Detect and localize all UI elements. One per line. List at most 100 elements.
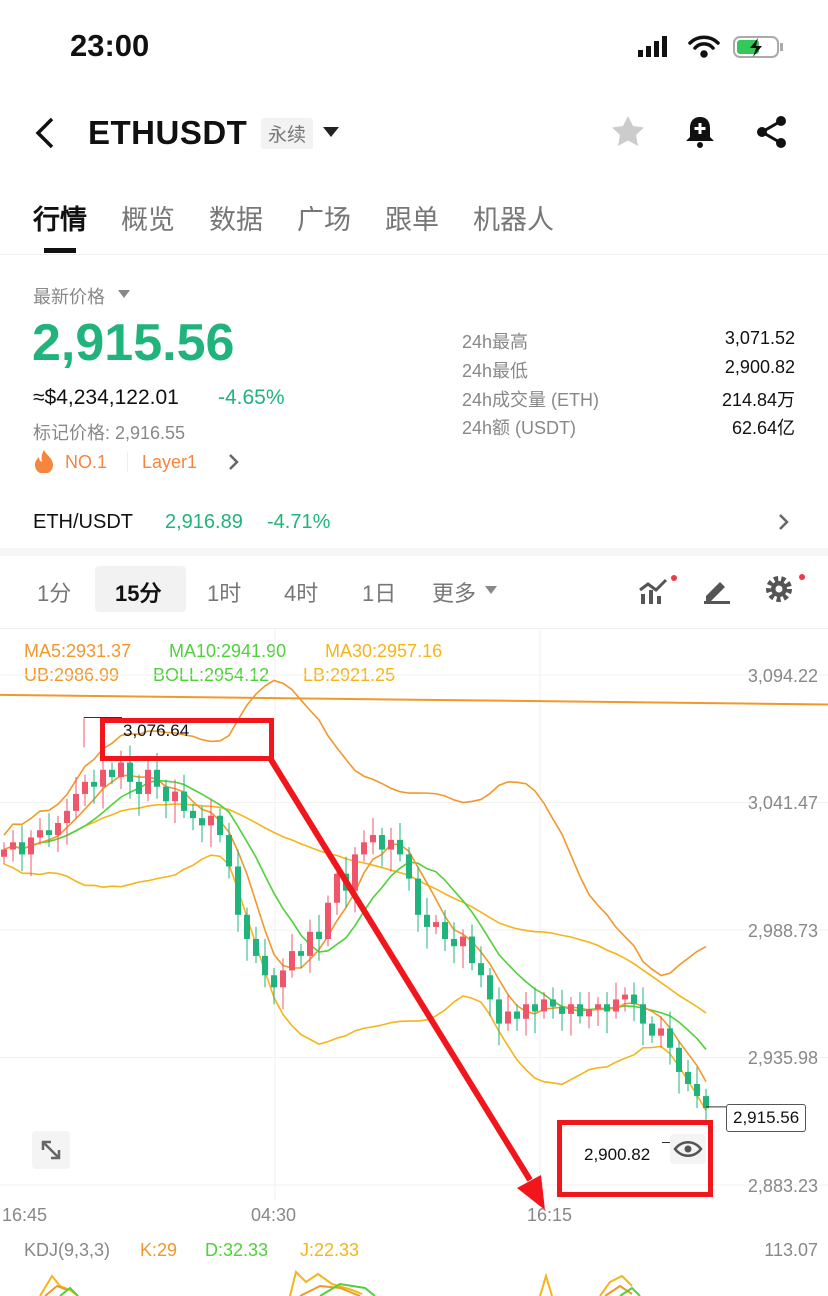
candle-body <box>271 975 277 988</box>
candle-body <box>289 951 295 971</box>
candle-body <box>145 769 151 794</box>
ma10-value: MA10:2941.90 <box>169 641 287 661</box>
candle-body <box>703 1096 709 1109</box>
candle-body <box>379 835 385 850</box>
draw-pencil-icon[interactable] <box>702 574 732 604</box>
candle-body <box>496 999 502 1024</box>
stat-label: 24h额 (USDT) <box>462 418 577 438</box>
expand-icon <box>41 1140 61 1160</box>
stat-label: 24h最高 <box>462 332 529 352</box>
candle-body <box>361 842 367 855</box>
candle-body <box>370 835 376 843</box>
candle-body <box>64 810 70 823</box>
divider <box>0 254 828 255</box>
candle-body <box>334 873 340 903</box>
low-marker-label: 2,900.82 <box>584 1145 651 1164</box>
candle-body <box>523 1004 529 1019</box>
candle-body <box>604 1004 610 1012</box>
candle-body <box>694 1084 700 1097</box>
tab-square[interactable]: 广场 <box>297 205 351 235</box>
candle-body <box>640 1004 646 1024</box>
interval-1h[interactable]: 1时 <box>207 581 242 606</box>
candlestick-chart[interactable] <box>0 630 828 1200</box>
candle-body <box>415 878 421 915</box>
rank-badge[interactable]: NO.1 <box>65 452 108 472</box>
tab-data[interactable]: 数据 <box>209 205 263 235</box>
section-gap <box>0 548 828 556</box>
candle-body <box>442 922 448 939</box>
battery-icon <box>733 36 783 58</box>
candle-body <box>73 793 79 811</box>
candle-body <box>181 791 187 811</box>
interval-more[interactable]: 更多 <box>432 581 477 606</box>
settings-gear-icon[interactable] <box>764 572 808 604</box>
candle-body <box>37 830 43 838</box>
candle-body <box>307 931 313 956</box>
y-tick: 2,935.98 <box>747 1048 818 1068</box>
fullscreen-button[interactable] <box>32 1131 70 1169</box>
candle-body <box>433 922 439 927</box>
candle-body <box>217 815 223 836</box>
kdj-j: J:22.33 <box>300 1240 360 1260</box>
candle-body <box>649 1023 655 1036</box>
interval-15m[interactable]: 15分 <box>115 581 162 606</box>
contract-tag: 永续 <box>261 118 314 149</box>
sector-tag[interactable]: Layer1 <box>142 452 198 472</box>
candle-body <box>46 830 52 836</box>
candle-body <box>235 866 241 915</box>
candle-body <box>127 762 133 782</box>
candle-body <box>451 938 457 947</box>
back-icon[interactable] <box>32 116 58 150</box>
candle-body <box>514 1011 520 1019</box>
indicator-icon[interactable] <box>638 574 682 606</box>
candle-body <box>199 818 205 826</box>
candle-body <box>91 781 97 787</box>
kdj-label: KDJ(9,3,3) <box>24 1240 111 1260</box>
tab-bots[interactable]: 机器人 <box>473 205 554 235</box>
spot-change: -4.71% <box>267 511 331 533</box>
candle-body <box>397 839 403 855</box>
chevron-down-icon[interactable] <box>322 126 340 138</box>
candle-body <box>550 999 556 1007</box>
kdj-lines <box>39 1270 641 1296</box>
alert-bell-icon[interactable] <box>684 114 716 150</box>
candle-body <box>190 810 196 819</box>
candle-body <box>613 999 619 1012</box>
annotation-box-high <box>100 718 274 761</box>
symbol-title[interactable]: ETHUSDT <box>88 114 248 151</box>
caret-down-icon[interactable] <box>118 290 130 298</box>
ma5-value: MA5:2931.37 <box>24 641 132 661</box>
interval-4h[interactable]: 4时 <box>284 581 319 606</box>
price-type-label[interactable]: 最新价格 <box>33 287 105 307</box>
candle-body <box>541 999 547 1012</box>
x-tick: 16:15 <box>527 1205 573 1225</box>
candle-body <box>658 1028 664 1036</box>
tab-overview[interactable]: 概览 <box>121 205 175 235</box>
annotation-box-low <box>557 1120 713 1197</box>
tab-copy-trading[interactable]: 跟单 <box>385 205 439 235</box>
y-tick: 3,041.47 <box>747 793 818 813</box>
share-icon[interactable] <box>754 114 790 150</box>
candle-body <box>487 975 493 1000</box>
spot-pair: ETH/USDT <box>33 511 133 533</box>
candle-body <box>676 1047 682 1072</box>
candle-body <box>28 837 34 855</box>
candle-body <box>154 769 160 787</box>
chevron-right-icon[interactable] <box>228 453 240 471</box>
candle-body <box>505 1011 511 1024</box>
stat-value: 214.84万 <box>721 390 795 410</box>
tab-market[interactable]: 行情 <box>33 205 87 235</box>
star-icon[interactable] <box>610 114 646 150</box>
candle-body <box>253 938 259 956</box>
candle-body <box>262 955 268 976</box>
candle-body <box>352 854 358 891</box>
interval-1d[interactable]: 1日 <box>362 581 397 606</box>
eye-icon[interactable] <box>670 1134 706 1164</box>
candle-body <box>118 762 124 778</box>
candle-body <box>82 781 88 794</box>
spot-pair-row[interactable]: ETH/USDT 2,916.89 -4.71% <box>0 496 828 548</box>
current-price-tag: 2,915.56 <box>726 1104 807 1132</box>
interval-1m[interactable]: 1分 <box>37 581 72 606</box>
active-tab-indicator <box>44 248 76 253</box>
divider <box>0 628 828 629</box>
